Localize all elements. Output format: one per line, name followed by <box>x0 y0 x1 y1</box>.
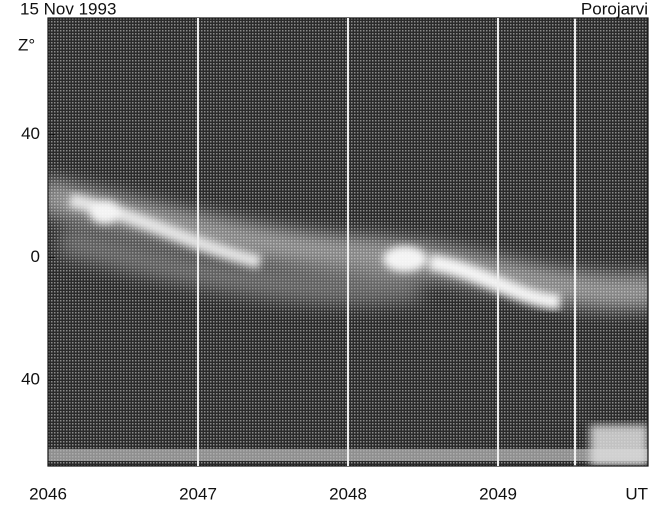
chart-title: 15 Nov 1993 <box>20 0 116 18</box>
y-tick-label: 0 <box>31 247 40 266</box>
y-tick-label: 40 <box>21 370 40 389</box>
y-axis-label: Z° <box>18 35 35 54</box>
x-tick-label: 2048 <box>329 484 367 503</box>
station-label: Porojarvi <box>581 0 648 18</box>
x-tick-label: 2046 <box>29 484 67 503</box>
x-tick-label: 2049 <box>479 484 517 503</box>
x-tick-label: 2047 <box>179 484 217 503</box>
x-axis-label: UT <box>625 484 648 503</box>
keogram-image <box>48 18 648 466</box>
y-tick-label: 40 <box>21 124 40 143</box>
